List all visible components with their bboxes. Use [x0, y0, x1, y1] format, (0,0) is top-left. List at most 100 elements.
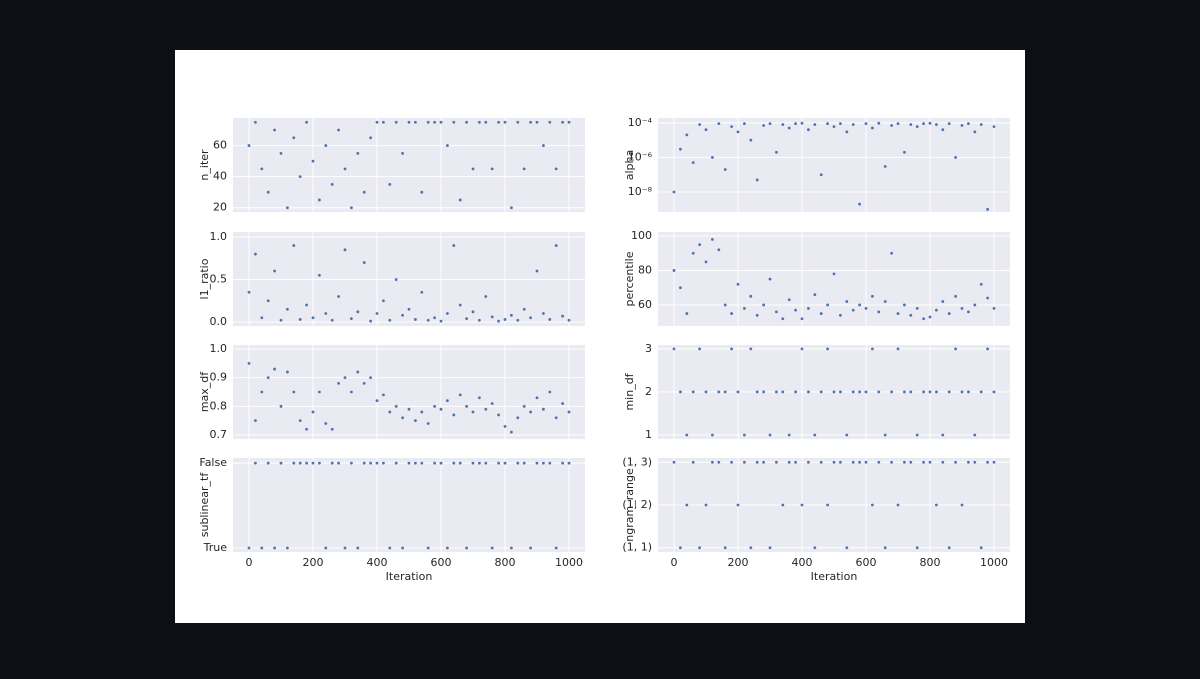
point	[561, 461, 564, 465]
point	[279, 318, 283, 322]
point	[954, 347, 957, 351]
point	[960, 390, 964, 394]
point	[490, 315, 494, 319]
point	[254, 120, 257, 124]
subplot: 0 200 400 600 800 1000 True False sublinear_tf It…	[198, 456, 585, 583]
point	[941, 128, 945, 132]
point	[922, 317, 925, 321]
point	[839, 313, 842, 317]
point	[711, 460, 714, 464]
y-tick-label: (1, 2)	[622, 498, 652, 511]
subplot: 20 40 60n_iter	[198, 118, 585, 214]
point	[883, 546, 887, 550]
point	[254, 419, 257, 423]
point	[522, 461, 526, 465]
plot-area	[233, 458, 585, 552]
point	[909, 460, 913, 464]
y-tick-label: 20	[213, 201, 227, 214]
point	[471, 410, 475, 414]
point	[736, 130, 740, 134]
point	[973, 433, 977, 437]
point	[286, 307, 289, 311]
point	[736, 503, 740, 507]
point	[717, 248, 721, 252]
point	[298, 318, 302, 321]
point	[871, 503, 874, 507]
point	[375, 461, 379, 465]
point	[497, 461, 500, 465]
point	[832, 390, 836, 394]
point	[247, 546, 251, 550]
point	[851, 308, 855, 312]
point	[273, 128, 276, 132]
plot-area	[658, 232, 1010, 326]
point	[356, 546, 360, 550]
y-axis-label: min_df	[623, 372, 636, 410]
point	[439, 461, 443, 465]
point	[542, 144, 545, 147]
point	[420, 190, 424, 194]
point	[279, 151, 283, 155]
point	[337, 295, 340, 298]
point	[864, 307, 868, 310]
y-axis-label: ngram_range	[623, 468, 636, 542]
point	[845, 300, 849, 303]
point	[490, 167, 494, 171]
point	[471, 310, 475, 314]
point	[736, 390, 740, 394]
point	[458, 461, 462, 465]
point	[915, 433, 919, 437]
point	[979, 546, 983, 550]
point	[407, 120, 411, 124]
point	[388, 546, 392, 550]
x-tick-label: 800	[495, 556, 516, 569]
point	[723, 168, 727, 171]
point	[813, 123, 817, 126]
point	[967, 460, 970, 464]
point	[979, 123, 983, 126]
point	[896, 503, 900, 507]
y-axis-label: n_iter	[198, 149, 211, 181]
y-tick-label: 40	[213, 170, 227, 183]
point	[896, 312, 900, 315]
point	[960, 124, 964, 127]
y-axis-label: alpha	[623, 150, 636, 181]
point	[516, 318, 520, 322]
point	[490, 546, 494, 550]
point	[787, 433, 791, 437]
point	[845, 433, 849, 437]
point	[471, 461, 475, 465]
point	[794, 460, 797, 464]
point	[292, 244, 296, 247]
point	[730, 347, 733, 351]
point	[324, 546, 328, 550]
point	[382, 393, 385, 397]
point	[800, 317, 804, 321]
point	[375, 399, 379, 402]
point	[698, 347, 701, 351]
point	[755, 313, 759, 317]
point	[394, 120, 398, 124]
point	[407, 461, 411, 465]
y-tick-label: 1.0	[210, 342, 228, 355]
point	[749, 138, 753, 142]
point	[407, 307, 411, 311]
point	[762, 390, 765, 394]
point	[935, 308, 938, 312]
point	[775, 390, 778, 394]
point	[922, 460, 925, 464]
point	[266, 299, 270, 303]
x-axis-label: Iteration	[386, 570, 433, 583]
point	[318, 198, 321, 202]
subplot: 0.0 0.5 1.0 l1_ratio	[198, 230, 585, 328]
point	[730, 312, 733, 315]
point	[755, 390, 759, 394]
x-tick-label: 600	[856, 556, 877, 569]
point	[516, 416, 520, 420]
point	[986, 296, 989, 300]
point	[337, 382, 340, 385]
y-tick-label: True	[203, 541, 228, 554]
point	[992, 307, 996, 310]
point	[858, 303, 861, 307]
point	[420, 410, 424, 414]
